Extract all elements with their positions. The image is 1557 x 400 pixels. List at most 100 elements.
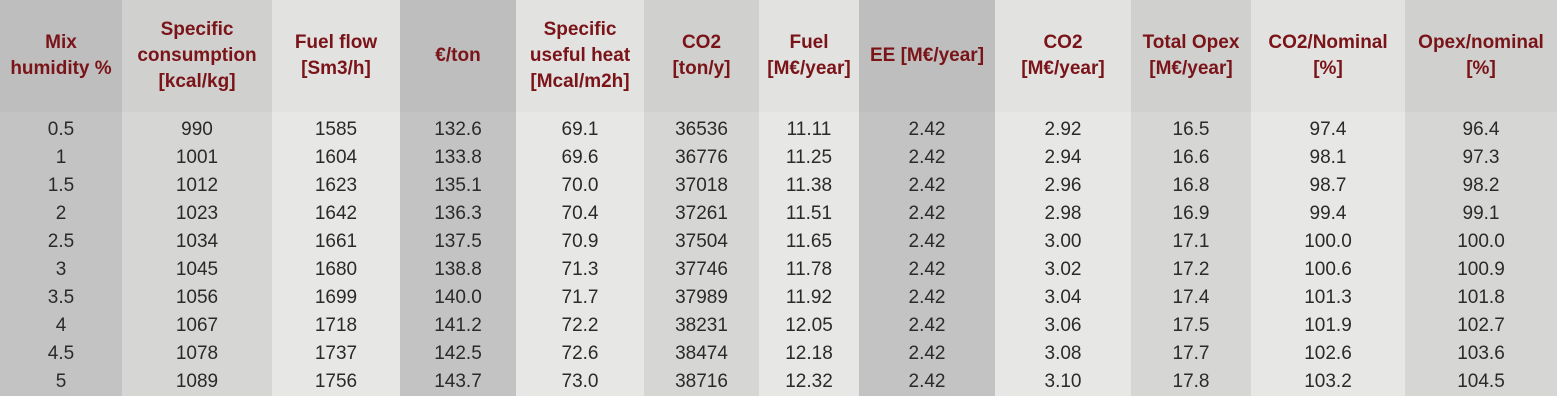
table-cell: 11.65 — [759, 228, 859, 256]
table-cell: 142.5 — [400, 340, 516, 368]
table-cell: 133.8 — [400, 144, 516, 172]
table-cell: 2.96 — [995, 172, 1131, 200]
table-cell: 0.5 — [0, 112, 122, 144]
column-header-line: [M€/year] — [767, 58, 851, 79]
table-cell: 1045 — [122, 256, 272, 284]
table-cell: 17.1 — [1131, 228, 1251, 256]
column-header-line: CO2/Nominal — [1268, 32, 1388, 53]
column-header: Mix humidity % — [0, 0, 122, 112]
table-cell: 37018 — [644, 172, 759, 200]
table-cell: 103.2 — [1251, 368, 1405, 396]
table-cell: 69.6 — [516, 144, 644, 172]
table-cell: 100.0 — [1251, 228, 1405, 256]
table-cell: 1585 — [272, 112, 400, 144]
table-cell: 71.7 — [516, 284, 644, 312]
table-body: 0.5 990 1585 132.6 69.1 36536 11.11 2.42 2.92 16.… — [0, 112, 1557, 396]
table-cell: 37746 — [644, 256, 759, 284]
table-cell: 17.5 — [1131, 312, 1251, 340]
table-cell: 141.2 — [400, 312, 516, 340]
table-cell: 37261 — [644, 200, 759, 228]
table-cell: 17.7 — [1131, 340, 1251, 368]
column-header: CO2/Nominal [%] — [1251, 0, 1405, 112]
table-row: 2.5 1034 1661 137.5 70.9 37504 11.65 2.42 3.00 17… — [0, 228, 1557, 256]
table-cell: 71.3 — [516, 256, 644, 284]
table-row: 2 1023 1642 136.3 70.4 37261 11.51 2.42 2.98 16.9… — [0, 200, 1557, 228]
table-cell: 1001 — [122, 144, 272, 172]
table-cell: 36776 — [644, 144, 759, 172]
table-cell: 17.4 — [1131, 284, 1251, 312]
column-header-line: Specific — [543, 19, 617, 40]
table-cell: 101.9 — [1251, 312, 1405, 340]
table-cell: 3.10 — [995, 368, 1131, 396]
column-header-line: €/ton — [435, 45, 481, 66]
table-cell: 98.2 — [1405, 172, 1557, 200]
column-header-line: Total Opex — [1142, 32, 1240, 53]
table-cell: 11.51 — [759, 200, 859, 228]
column-header: Fuel flow [Sm3/h] — [272, 0, 400, 112]
table-cell: 3.04 — [995, 284, 1131, 312]
table-cell: 12.18 — [759, 340, 859, 368]
table-cell: 101.8 — [1405, 284, 1557, 312]
table-cell: 37504 — [644, 228, 759, 256]
column-header: CO2 [M€/year] — [995, 0, 1131, 112]
table-cell: 2 — [0, 200, 122, 228]
table-cell: 73.0 — [516, 368, 644, 396]
table-cell: 990 — [122, 112, 272, 144]
table-cell: 132.6 — [400, 112, 516, 144]
table-cell: 1756 — [272, 368, 400, 396]
column-header-line: CO2 — [1043, 32, 1083, 53]
table-cell: 3.02 — [995, 256, 1131, 284]
table-cell: 2.42 — [859, 172, 995, 200]
table-cell: 11.25 — [759, 144, 859, 172]
table-cell: 102.6 — [1251, 340, 1405, 368]
column-header-line: EE [M€/year] — [869, 45, 985, 66]
column-header-line: [kcal/kg] — [158, 71, 236, 92]
header-row: Mix humidity % Specific consumption [kcal/kg… — [0, 0, 1557, 112]
table-cell: 16.5 — [1131, 112, 1251, 144]
table-cell: 98.1 — [1251, 144, 1405, 172]
column-header-line: Mix — [45, 32, 77, 53]
table-cell: 98.7 — [1251, 172, 1405, 200]
column-header-line: [Mcal/m2h] — [530, 71, 630, 92]
column-header-line: Specific — [160, 19, 234, 40]
table-row: 4.5 1078 1737 142.5 72.6 38474 12.18 2.42 3.08 17… — [0, 340, 1557, 368]
table-cell: 2.98 — [995, 200, 1131, 228]
table-cell: 1737 — [272, 340, 400, 368]
table-cell: 102.7 — [1405, 312, 1557, 340]
table-row: 1 1001 1604 133.8 69.6 36776 11.25 2.42 2.94 16.6… — [0, 144, 1557, 172]
table-cell: 11.78 — [759, 256, 859, 284]
column-header: Opex/nominal [%] — [1405, 0, 1557, 112]
column-header-line: consumption — [137, 45, 257, 66]
table-cell: 2.42 — [859, 368, 995, 396]
table-cell: 103.6 — [1405, 340, 1557, 368]
table-cell: 2.42 — [859, 228, 995, 256]
column-header-line: humidity % — [10, 58, 112, 79]
table-cell: 2.42 — [859, 340, 995, 368]
table-cell: 36536 — [644, 112, 759, 144]
table-cell: 3.00 — [995, 228, 1131, 256]
table-cell: 97.4 — [1251, 112, 1405, 144]
table-cell: 3 — [0, 256, 122, 284]
column-header-line: CO2 — [681, 32, 722, 53]
table-cell: 2.42 — [859, 200, 995, 228]
table-cell: 38231 — [644, 312, 759, 340]
table-cell: 100.0 — [1405, 228, 1557, 256]
table-row: 3.5 1056 1699 140.0 71.7 37989 11.92 2.42 3.04 17… — [0, 284, 1557, 312]
column-header: Fuel [M€/year] — [759, 0, 859, 112]
table-cell: 1642 — [272, 200, 400, 228]
table-cell: 99.4 — [1251, 200, 1405, 228]
table-cell: 1023 — [122, 200, 272, 228]
table-cell: 1012 — [122, 172, 272, 200]
table-row: 5 1089 1756 143.7 73.0 38716 12.32 2.42 3.10 17.8… — [0, 368, 1557, 396]
table-cell: 72.2 — [516, 312, 644, 340]
table-cell: 97.3 — [1405, 144, 1557, 172]
table-row: 0.5 990 1585 132.6 69.1 36536 11.11 2.42 2.92 16.… — [0, 112, 1557, 144]
column-header-line: [M€/year] — [1149, 58, 1233, 79]
column-header-line: useful heat — [529, 45, 631, 66]
table-row: 4 1067 1718 141.2 72.2 38231 12.05 2.42 3.06 17.5… — [0, 312, 1557, 340]
table-cell: 2.42 — [859, 144, 995, 172]
table-cell: 138.8 — [400, 256, 516, 284]
column-header-line: [M€/year] — [1021, 58, 1105, 79]
